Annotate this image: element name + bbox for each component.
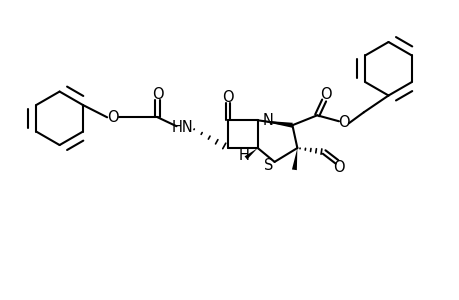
Text: O: O xyxy=(337,115,349,130)
Text: N: N xyxy=(262,113,273,128)
Text: HN: HN xyxy=(171,120,193,135)
Text: O: O xyxy=(332,160,344,175)
Text: S: S xyxy=(263,158,273,173)
Polygon shape xyxy=(244,148,257,159)
Polygon shape xyxy=(291,148,297,170)
Text: O: O xyxy=(319,87,331,102)
Text: H: H xyxy=(238,148,249,164)
Text: O: O xyxy=(107,110,118,125)
Text: O: O xyxy=(222,90,233,105)
Text: O: O xyxy=(151,87,163,102)
Polygon shape xyxy=(257,120,292,128)
